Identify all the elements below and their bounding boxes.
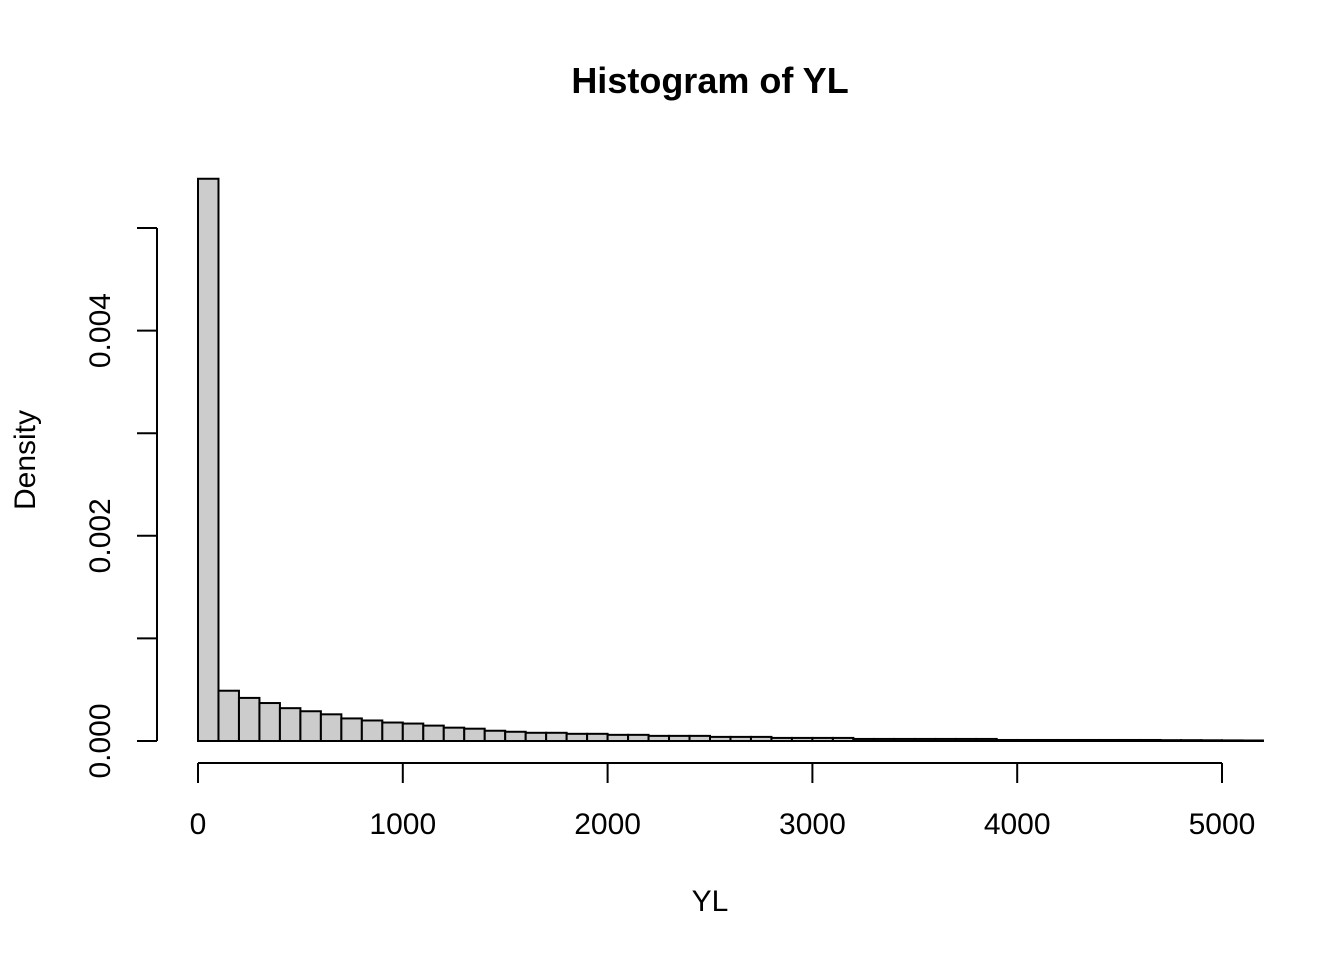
histogram-bar [463, 727, 486, 742]
histogram-bar [872, 737, 896, 742]
histogram-bar [606, 733, 630, 742]
histogram-bar [1221, 739, 1244, 742]
histogram-bar [422, 724, 445, 742]
histogram-bar [1200, 739, 1224, 742]
histogram-bar [483, 729, 507, 742]
chart-title: Histogram of YL [571, 60, 848, 101]
y-axis: 0.000 0.002 0.004 [84, 227, 158, 779]
histogram-bar [197, 177, 220, 742]
y-axis-label: Density [9, 410, 42, 510]
histogram-bar [1057, 738, 1080, 742]
histogram-bar [831, 736, 855, 742]
x-tick-label: 0 [190, 808, 207, 841]
x-tick-label: 2000 [574, 808, 641, 841]
histogram-bar [524, 731, 548, 742]
histogram-bar [749, 735, 773, 742]
histogram-bar [1098, 738, 1121, 742]
histogram-bar [1241, 739, 1264, 742]
histogram-bar [770, 736, 793, 742]
x-tick-label: 1000 [369, 808, 436, 841]
histogram-bar [729, 735, 752, 742]
histogram-bar [360, 719, 384, 742]
histogram-bar [913, 737, 937, 742]
x-tick-label: 3000 [779, 808, 846, 841]
histogram-bar [545, 731, 568, 742]
histogram-bar [975, 737, 998, 742]
histogram-bar [954, 737, 978, 742]
histogram-bar [934, 737, 957, 742]
y-tick-label: 0.000 [84, 703, 117, 778]
histogram-bar [1016, 738, 1039, 742]
histogram-bar [586, 732, 609, 742]
histogram-bar [258, 702, 281, 743]
y-tick-label: 0.002 [84, 498, 117, 573]
histogram-bar [1159, 739, 1183, 742]
histogram-bar [893, 737, 916, 742]
histogram-bar [442, 726, 466, 742]
histogram-bar [504, 730, 527, 742]
histogram-bar [237, 696, 261, 743]
x-tick-label: 4000 [984, 808, 1051, 841]
histogram-bar [340, 717, 363, 742]
histogram-bar [1036, 738, 1060, 742]
histogram-bar [647, 734, 671, 742]
histogram-bar [688, 734, 712, 742]
bars-group [197, 177, 1264, 743]
x-tick-label: 5000 [1189, 808, 1256, 841]
histogram-bar [790, 736, 814, 742]
histogram-bar [1139, 738, 1162, 742]
histogram-bar [217, 689, 240, 743]
histogram-bar [995, 738, 1019, 742]
histogram-bar [852, 737, 875, 742]
histogram-bar [1118, 738, 1142, 742]
histogram-bar [401, 722, 425, 742]
histogram-bar [627, 733, 650, 742]
x-axis-label: YL [692, 885, 729, 918]
histogram-bar [278, 707, 302, 743]
histogram-bar [565, 732, 589, 742]
histogram-bar [319, 713, 343, 742]
y-tick-label: 0.004 [84, 293, 117, 368]
histogram-bar [1077, 738, 1101, 742]
x-axis: 0 1000 2000 3000 4000 5000 [190, 762, 1256, 841]
histogram-bar [709, 735, 732, 742]
histogram-bar [811, 736, 834, 742]
histogram-bar [299, 710, 322, 742]
histogram-bar [668, 734, 691, 742]
histogram-bar [1180, 739, 1203, 742]
histogram-bar [381, 721, 404, 742]
